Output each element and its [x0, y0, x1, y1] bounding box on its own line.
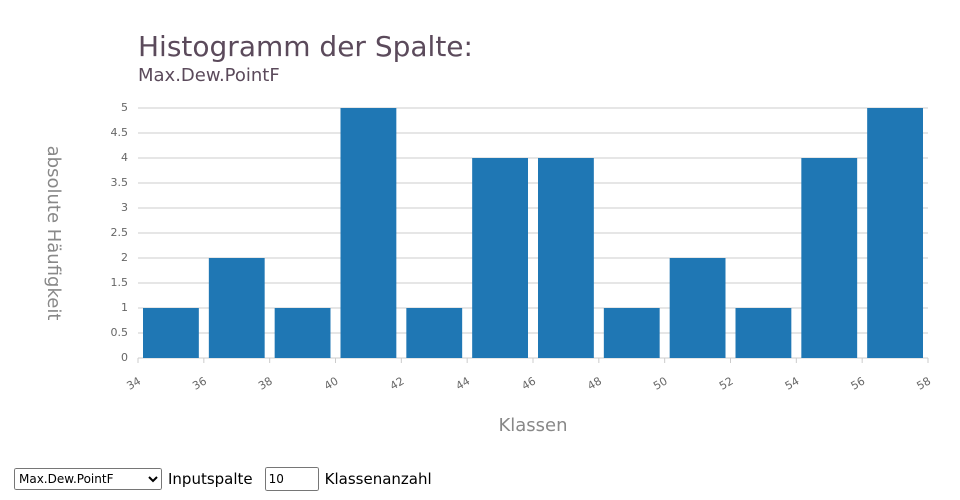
bar: [669, 258, 726, 358]
y-tick-label: 5: [121, 101, 128, 114]
y-tick-label: 3.5: [111, 176, 129, 189]
x-tick-label: 34: [124, 374, 143, 392]
bins-input[interactable]: [264, 467, 319, 491]
bar: [801, 158, 858, 358]
column-select[interactable]: Max.Dew.PointF: [14, 468, 162, 490]
bins-label: Klassenanzahl: [324, 470, 432, 488]
y-tick-label: 0: [121, 351, 128, 364]
y-axis-label: absolute Häufigkeit: [43, 146, 64, 321]
x-tick-label: 38: [256, 374, 275, 392]
x-tick-label: 46: [519, 374, 538, 392]
bar: [603, 308, 660, 358]
x-tick-label: 58: [914, 374, 933, 392]
bar: [735, 308, 792, 358]
y-tick-label: 3: [121, 201, 128, 214]
y-tick-label: 4: [121, 151, 128, 164]
controls: Max.Dew.PointF Inputspalte Klassenanzahl: [14, 467, 432, 491]
bar: [340, 108, 397, 358]
bar: [274, 308, 331, 358]
bar: [867, 108, 923, 358]
y-tick-label: 2: [121, 251, 128, 264]
bar: [208, 258, 265, 358]
x-tick-label: 50: [651, 374, 670, 392]
y-tick-label: 4.5: [111, 126, 129, 139]
y-tick-label: 1: [121, 301, 128, 314]
y-tick-label: 1.5: [111, 276, 129, 289]
x-tick-label: 54: [783, 374, 802, 392]
x-tick-label: 44: [454, 374, 473, 392]
chart: Histogramm der Spalte: Max.Dew.PointF Kl…: [43, 30, 933, 436]
y-tick-label: 2.5: [111, 226, 129, 239]
x-tick-label: 36: [190, 374, 209, 392]
bar: [472, 158, 528, 358]
x-tick-label: 52: [717, 374, 736, 392]
bar: [538, 158, 594, 358]
x-tick-label: 56: [849, 374, 868, 392]
bar: [406, 308, 463, 358]
bar: [143, 308, 199, 358]
x-axis-label: Klassen: [498, 415, 567, 436]
x-tick-label: 42: [388, 374, 407, 392]
y-tick-label: 0.5: [111, 326, 129, 339]
chart-subtitle: Max.Dew.PointF: [138, 65, 280, 86]
chart-title: Histogramm der Spalte:: [138, 30, 473, 63]
x-tick-label: 40: [322, 374, 341, 392]
x-tick-label: 48: [585, 374, 604, 392]
column-label: Inputspalte: [168, 470, 253, 488]
